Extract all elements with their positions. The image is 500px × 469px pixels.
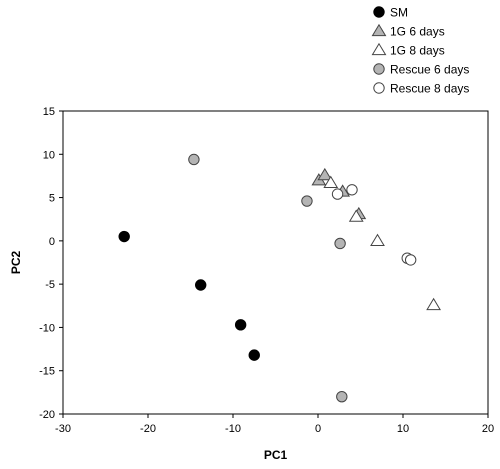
point-sm — [234, 319, 247, 331]
point-rescue-6-days — [301, 195, 313, 207]
legend-label-rescue-6-days: Rescue 6 days — [390, 63, 469, 77]
x-axis-ticks: -30 -20 -10 0 10 20 — [55, 414, 494, 435]
point-sm — [248, 349, 260, 361]
x-axis-title: PC1 — [264, 448, 288, 462]
x-tick-label: 0 — [315, 423, 321, 435]
y-tick-label: 15 — [43, 106, 55, 118]
y-axis-ticks: -20 -15 -10 -5 0 5 10 15 — [39, 106, 63, 421]
point-rescue-6-days — [188, 153, 200, 166]
point-rescue-8-days — [331, 188, 344, 200]
x-tick-label: 20 — [482, 423, 494, 435]
point-sm — [195, 279, 207, 291]
point-rescue-6-days — [334, 237, 346, 250]
legend: SM 1G 6 days 1G 8 days Rescue 6 days Rescue … — [371, 6, 469, 96]
y-tick-label: -10 — [39, 322, 55, 334]
point-1g-8-days — [370, 233, 385, 247]
point-1g-8-days — [323, 175, 339, 189]
y-axis-title: PC2 — [9, 251, 23, 275]
y-tick-label: -20 — [39, 409, 55, 421]
y-tick-label: 10 — [43, 149, 55, 161]
point-1g-8-days — [348, 209, 364, 222]
point-rescue-8-days — [404, 254, 417, 266]
legend-label-rescue-8-days: Rescue 8 days — [390, 82, 469, 96]
legend-marker-1g-6-days — [371, 23, 387, 37]
y-tick-label: 0 — [49, 236, 55, 248]
x-tick-label: -30 — [55, 423, 71, 435]
x-tick-label: -10 — [225, 423, 241, 435]
plot-area — [62, 110, 489, 415]
legend-marker-rescue-8-days — [373, 82, 385, 94]
y-tick-label: -15 — [39, 366, 55, 378]
data-points — [118, 153, 441, 403]
point-1g-8-days — [426, 297, 441, 311]
y-tick-label: 5 — [49, 193, 55, 205]
y-tick-label: -5 — [45, 279, 55, 291]
point-rescue-8-days — [346, 184, 358, 196]
point-sm — [118, 230, 130, 243]
legend-label-1g-6-days: 1G 6 days — [390, 25, 445, 39]
x-tick-label: -20 — [140, 423, 156, 435]
legend-label-sm: SM — [390, 6, 408, 20]
point-1g-6-days — [317, 167, 333, 181]
x-tick-label: 10 — [397, 423, 409, 435]
legend-label-1g-8-days: 1G 8 days — [390, 44, 445, 58]
point-rescue-6-days — [336, 390, 348, 403]
legend-marker-1g-8-days — [371, 42, 387, 56]
legend-marker-rescue-6-days — [373, 63, 385, 75]
legend-marker-sm — [373, 6, 385, 18]
